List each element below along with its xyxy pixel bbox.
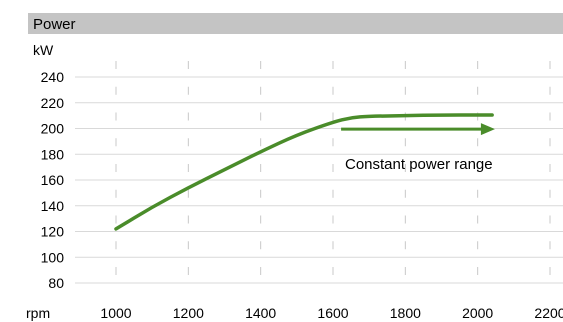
x-tick-label: 1800 — [390, 305, 421, 321]
y-tick-label: 180 — [41, 146, 65, 162]
x-tick-label: 1400 — [245, 305, 276, 321]
y-tick-label: 120 — [41, 224, 65, 240]
y-axis-label: kW — [33, 42, 54, 58]
y-tick-label: 80 — [48, 275, 64, 291]
y-tick-label: 240 — [41, 69, 65, 85]
annotation: Constant power range — [341, 123, 495, 173]
y-tick-label: 220 — [41, 95, 65, 111]
x-tick-label: 1000 — [100, 305, 131, 321]
chart-title: Power — [33, 16, 76, 33]
x-tick-label: 2000 — [462, 305, 493, 321]
x-axis-label: rpm — [26, 305, 50, 321]
annotation-label: Constant power range — [345, 156, 493, 173]
y-tick-label: 140 — [41, 198, 65, 214]
range-arrow-head — [480, 123, 495, 136]
series — [114, 113, 494, 231]
x-tick-label: 1200 — [173, 305, 204, 321]
y-tick-label: 160 — [41, 172, 65, 188]
y-tick-label: 200 — [41, 121, 65, 137]
x-tick-label: 2200 — [534, 305, 563, 321]
y-tick-label: 100 — [41, 249, 65, 265]
x-tick-label: 1600 — [317, 305, 348, 321]
title-bar — [28, 13, 563, 34]
tick-labels: 80 100 120 140 160 180 200 220 240 1000 1200 1400 16… — [41, 69, 563, 321]
power-curve — [114, 113, 494, 231]
grid — [75, 61, 563, 284]
